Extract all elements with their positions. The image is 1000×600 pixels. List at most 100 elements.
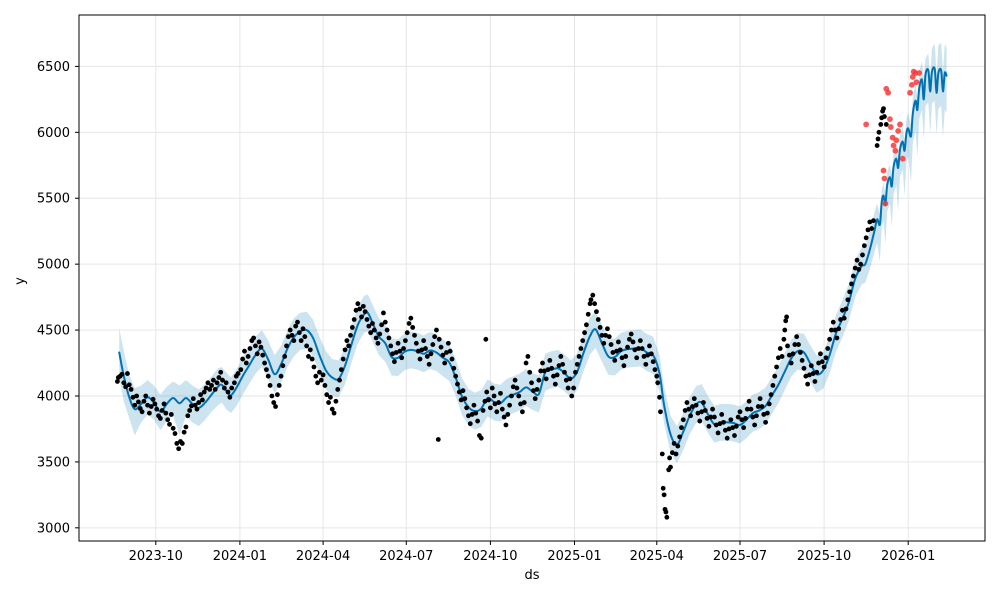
x-tick-label: 2023-10 — [129, 549, 183, 564]
observation-dot — [227, 394, 233, 400]
observation-dot — [161, 401, 167, 407]
observation-dot — [558, 354, 564, 359]
observation-dot — [154, 406, 160, 412]
observation-dot — [520, 409, 525, 415]
observation-dot — [849, 281, 854, 287]
observation-dot — [364, 317, 370, 322]
observation-dot — [590, 292, 596, 298]
observation-dot — [267, 383, 273, 388]
observation-dot — [371, 327, 377, 333]
observation-dot — [326, 400, 331, 405]
observation-dot — [818, 351, 823, 357]
observation-dot — [509, 393, 514, 399]
observation-dot — [462, 396, 468, 402]
y-tick-label: 5500 — [37, 192, 70, 207]
observation-dot — [484, 389, 490, 395]
observation-dot — [867, 219, 873, 225]
observation-dot — [836, 326, 842, 332]
observation-dot — [632, 347, 638, 353]
observation-dot — [847, 289, 853, 295]
observation-dot — [785, 343, 790, 349]
observation-dot — [395, 340, 401, 346]
observation-dot — [253, 343, 258, 349]
x-tick-label: 2024-01 — [213, 549, 267, 564]
observation-dot — [174, 441, 180, 446]
observation-dot — [556, 363, 562, 369]
observation-dot — [592, 301, 598, 307]
observation-dot — [821, 364, 827, 370]
observation-dot — [647, 343, 652, 349]
observation-dot — [136, 399, 141, 405]
observation-dot — [839, 307, 845, 313]
x-tick-label: 2025-01 — [547, 549, 601, 564]
observation-dot — [335, 387, 341, 392]
observation-dot — [223, 380, 229, 386]
observation-dot — [571, 385, 576, 391]
observation-dot — [540, 360, 545, 366]
observation-dot — [664, 514, 670, 520]
observation-dot — [269, 393, 275, 399]
observation-dot — [814, 369, 820, 375]
observation-dot — [505, 412, 511, 417]
observation-dot — [807, 372, 812, 378]
observation-dot — [209, 383, 214, 388]
observation-dot — [628, 331, 634, 337]
y-tick-label: 3000 — [37, 521, 70, 536]
observation-dot — [699, 409, 704, 415]
observation-dot — [492, 401, 498, 407]
axes-spines — [78, 14, 986, 542]
observation-dot — [464, 405, 470, 411]
observation-dot — [735, 414, 741, 420]
x-axis-label: ds — [524, 568, 539, 583]
observation-dot — [340, 356, 346, 362]
observation-dot — [473, 410, 479, 416]
observation-dot — [423, 346, 428, 351]
observation-dot — [412, 332, 417, 338]
observation-dot — [397, 348, 403, 354]
observation-dot — [170, 425, 176, 431]
observation-dot — [235, 371, 241, 376]
observation-dot — [585, 311, 591, 317]
observation-dot — [460, 388, 466, 394]
observation-dot — [377, 331, 383, 337]
observation-dot — [449, 356, 455, 362]
observation-dot — [759, 404, 765, 409]
observation-dot — [652, 367, 658, 373]
observation-dot — [128, 387, 134, 392]
observation-dot — [595, 317, 601, 322]
observation-dot — [573, 369, 578, 375]
observation-dot — [516, 393, 522, 399]
observation-dot — [318, 377, 324, 383]
observation-dot — [682, 408, 688, 413]
observation-dot — [123, 384, 129, 390]
observation-dot — [852, 265, 858, 271]
observation-dot — [639, 346, 645, 351]
observation-dot — [480, 408, 486, 413]
observation-dot — [816, 360, 822, 366]
observation-dot — [673, 451, 679, 457]
observation-dot — [865, 227, 871, 233]
anomaly-dot — [885, 89, 891, 96]
y-tick-label: 6000 — [37, 126, 70, 141]
observation-dot — [194, 406, 200, 412]
anomaly-dot — [895, 128, 902, 134]
observation-dot — [668, 464, 673, 470]
observation-dot — [488, 405, 493, 411]
observation-dot — [143, 393, 149, 399]
observation-dot — [115, 379, 120, 384]
observation-dot — [152, 401, 158, 407]
observation-dot — [359, 314, 364, 320]
observation-dot — [119, 371, 125, 377]
observation-dot — [417, 356, 423, 362]
observation-dot — [442, 360, 448, 366]
observation-dot — [810, 371, 816, 376]
observation-dot — [538, 368, 544, 374]
observation-dot — [578, 346, 584, 351]
observation-dot — [777, 346, 783, 351]
observation-dot — [187, 408, 193, 413]
observation-dot — [309, 356, 315, 362]
anomaly-dot — [887, 116, 893, 123]
observation-dot — [562, 369, 567, 375]
observation-dot — [677, 434, 683, 440]
observation-dot — [574, 361, 580, 367]
